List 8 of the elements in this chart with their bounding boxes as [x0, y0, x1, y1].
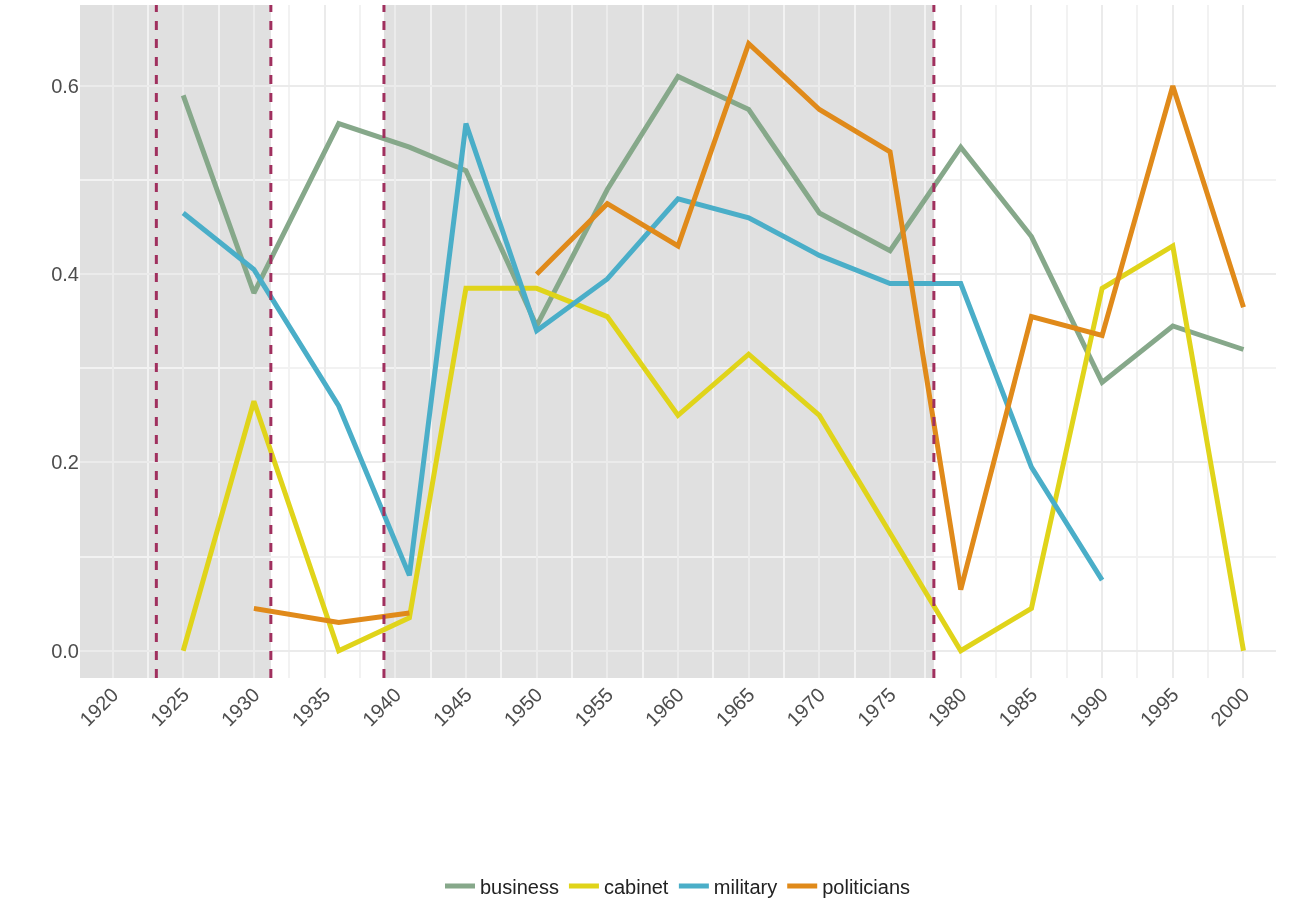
legend-label: military: [713, 875, 778, 898]
y-tick-label: 0.0: [51, 639, 79, 662]
legend-label: business: [480, 875, 559, 898]
y-tick-label: 0.4: [51, 263, 79, 286]
y-tick-label: 0.2: [51, 451, 79, 474]
legend-label: politicians: [822, 875, 911, 898]
legend-label: cabinet: [603, 875, 669, 898]
y-tick-label: 0.6: [51, 74, 79, 97]
